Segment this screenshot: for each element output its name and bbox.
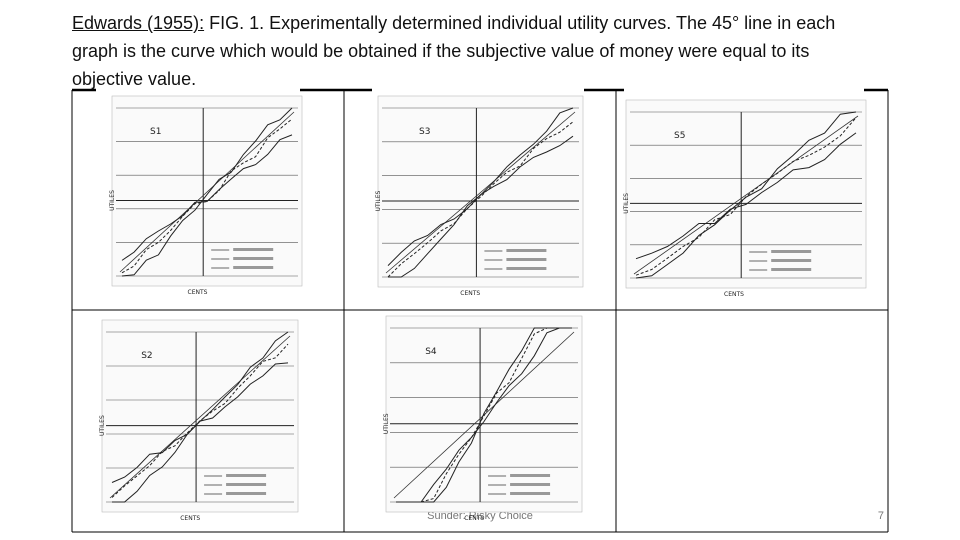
y-axis-label: UTILES	[99, 415, 106, 436]
scanned-graph: S4 UTILES CENTS	[383, 315, 583, 522]
table-grid	[71, 90, 889, 533]
legend-text-scan	[510, 492, 551, 495]
x-axis-label: CENTS	[724, 291, 744, 298]
scanned-graph: S1 UTILES CENTS	[109, 95, 303, 296]
diagonal-line	[109, 335, 291, 499]
panel-label: S5	[674, 131, 685, 141]
legend-text-scan	[233, 266, 274, 269]
legend-text-scan	[506, 258, 547, 261]
diagonal-line	[119, 111, 295, 273]
legend-text-scan	[771, 250, 812, 253]
panel-label: S2	[141, 351, 152, 361]
utility-curve	[396, 327, 572, 503]
utility-curve	[635, 132, 857, 260]
legend-text-scan	[233, 248, 274, 251]
graph-background	[625, 99, 867, 289]
legend-text-scan	[771, 268, 812, 271]
legend-text-scan	[510, 474, 551, 477]
utility-curve	[396, 327, 572, 503]
slide-title: Edwards (1955): FIG. 1. Experimentally d…	[72, 9, 872, 93]
y-axis-label: UTILES	[109, 190, 116, 211]
panel-label: S3	[419, 127, 430, 137]
citation: Edwards (1955):	[72, 13, 205, 33]
diagonal-line	[633, 115, 859, 275]
legend-text-scan	[506, 267, 547, 270]
y-axis-label: UTILES	[623, 193, 630, 214]
utility-curve	[121, 118, 293, 274]
utility-curve	[387, 121, 574, 278]
x-axis-label: CENTS	[188, 289, 208, 296]
utility-curve	[635, 111, 857, 279]
graph-background	[101, 319, 299, 513]
utility-curve	[121, 134, 293, 261]
utility-curve	[121, 107, 293, 277]
x-axis-label: CENTS	[464, 515, 484, 522]
x-axis-label: CENTS	[460, 290, 480, 297]
legend-text-scan	[771, 259, 812, 262]
legend-text-scan	[226, 492, 267, 495]
utility-curve	[388, 107, 574, 278]
scanned-graph: S2 UTILES CENTS	[99, 319, 299, 522]
utility-curve	[112, 331, 289, 503]
utility-curve	[396, 327, 572, 503]
graph-background	[111, 95, 303, 287]
legend-text-scan	[506, 249, 547, 252]
page-number: 7	[878, 510, 884, 522]
caption: FIG. 1. Experimentally determined indivi…	[72, 13, 836, 89]
y-axis-label: UTILES	[383, 413, 390, 434]
footer-source: Sunder: Risky Choice	[427, 510, 533, 522]
legend-text-scan	[226, 474, 267, 477]
legend-text-scan	[226, 483, 267, 486]
legend-text-scan	[233, 257, 274, 260]
panel-label: S4	[425, 347, 437, 357]
scanned-graph: S5 UTILES CENTS	[623, 99, 867, 298]
legend-text-scan	[510, 483, 551, 486]
scanned-graph: S3 UTILES CENTS	[375, 95, 584, 297]
y-axis-label: UTILES	[375, 190, 382, 211]
x-axis-label: CENTS	[180, 515, 200, 522]
panel-label: S1	[150, 127, 161, 137]
diagonal-line	[385, 111, 576, 274]
